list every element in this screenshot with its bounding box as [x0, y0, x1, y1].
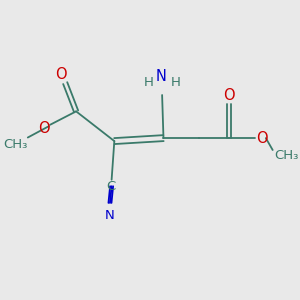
- Text: CH₃: CH₃: [3, 138, 28, 151]
- Text: CH₃: CH₃: [274, 149, 298, 162]
- Text: C: C: [106, 180, 116, 193]
- Text: O: O: [55, 67, 67, 82]
- Text: O: O: [223, 88, 235, 103]
- Text: O: O: [256, 130, 268, 146]
- Text: H: H: [143, 76, 153, 89]
- Text: H: H: [171, 76, 181, 89]
- Text: O: O: [38, 121, 50, 136]
- Text: N: N: [156, 69, 167, 84]
- Text: N: N: [105, 209, 115, 223]
